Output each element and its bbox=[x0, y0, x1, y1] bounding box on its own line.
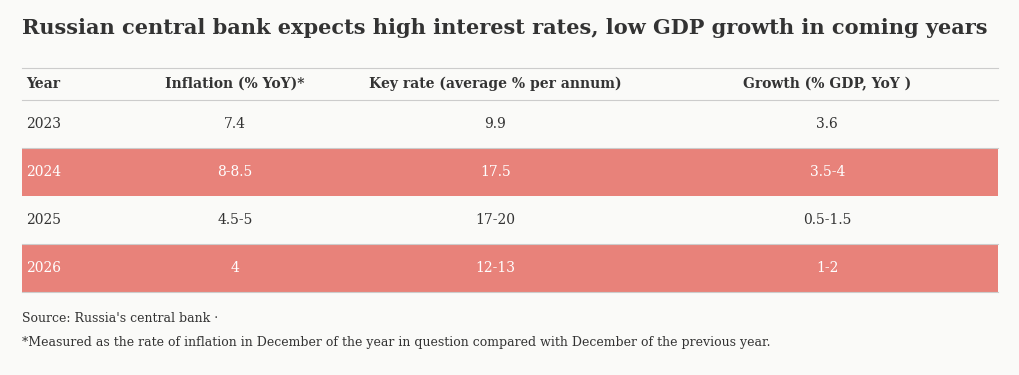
Text: 2026: 2026 bbox=[25, 261, 61, 275]
Text: Year: Year bbox=[25, 77, 60, 91]
Text: 17.5: 17.5 bbox=[480, 165, 511, 179]
Text: 3.6: 3.6 bbox=[815, 117, 838, 131]
Text: Growth (% GDP, YoY ): Growth (% GDP, YoY ) bbox=[743, 77, 910, 91]
Text: 2025: 2025 bbox=[25, 213, 61, 227]
Text: 0.5-1.5: 0.5-1.5 bbox=[802, 213, 851, 227]
Text: 7.4: 7.4 bbox=[223, 117, 246, 131]
Text: 3.5-4: 3.5-4 bbox=[809, 165, 844, 179]
Text: 8-8.5: 8-8.5 bbox=[217, 165, 252, 179]
Text: 9.9: 9.9 bbox=[484, 117, 505, 131]
Text: 12-13: 12-13 bbox=[475, 261, 515, 275]
Text: 2023: 2023 bbox=[25, 117, 61, 131]
Text: 4: 4 bbox=[230, 261, 239, 275]
Bar bbox=[22, 244, 997, 292]
Text: Key rate (average % per annum): Key rate (average % per annum) bbox=[369, 77, 621, 91]
Text: 2024: 2024 bbox=[25, 165, 61, 179]
Text: 4.5-5: 4.5-5 bbox=[217, 213, 253, 227]
Text: Source: Russia's central bank ·: Source: Russia's central bank · bbox=[22, 312, 218, 325]
Text: Inflation (% YoY)*: Inflation (% YoY)* bbox=[165, 77, 305, 91]
Text: Russian central bank expects high interest rates, low GDP growth in coming years: Russian central bank expects high intere… bbox=[22, 18, 986, 38]
Text: 17-20: 17-20 bbox=[475, 213, 515, 227]
Bar bbox=[22, 148, 997, 196]
Text: 1-2: 1-2 bbox=[815, 261, 838, 275]
Text: *Measured as the rate of inflation in December of the year in question compared : *Measured as the rate of inflation in De… bbox=[22, 336, 769, 349]
